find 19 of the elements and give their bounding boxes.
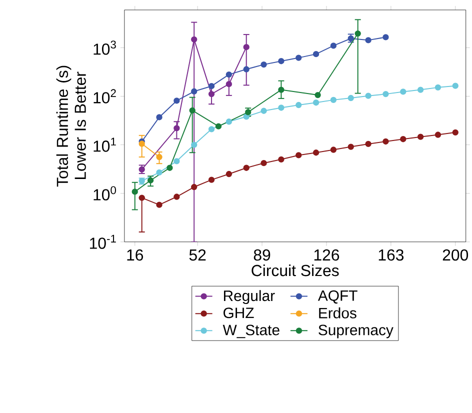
legend-label: Erdos: [319, 307, 356, 318]
legend-label: Regular: [224, 290, 275, 304]
x-tick-label: 52: [189, 249, 206, 261]
x-tick-label: 200: [442, 249, 468, 261]
x-tick-label: 89: [254, 249, 270, 261]
y-tick-label: 10$^{3}$: [94, 40, 116, 55]
y-tick-label: 10$^{1}$: [94, 138, 116, 152]
x-tick-label: 126: [314, 249, 340, 261]
legend-label: W_State: [222, 324, 280, 338]
x-tick-label: 16: [127, 249, 144, 261]
legend-label: GHZ: [224, 308, 254, 318]
y-axis-title: Total Runtime (s) Lower Is Better: [56, 66, 86, 187]
x-tick-label: 163: [378, 249, 404, 261]
x-axis-title: Circuit Sizes: [252, 264, 339, 276]
y-tick-label: 10$^{2}$: [94, 89, 116, 104]
y-tick-label: 10$^{0}$: [94, 186, 116, 200]
y-tick-label: 10$^{-1}$: [90, 234, 116, 249]
legend-label: AQFT: [318, 290, 358, 304]
legend-label: Supremacy: [318, 324, 394, 338]
